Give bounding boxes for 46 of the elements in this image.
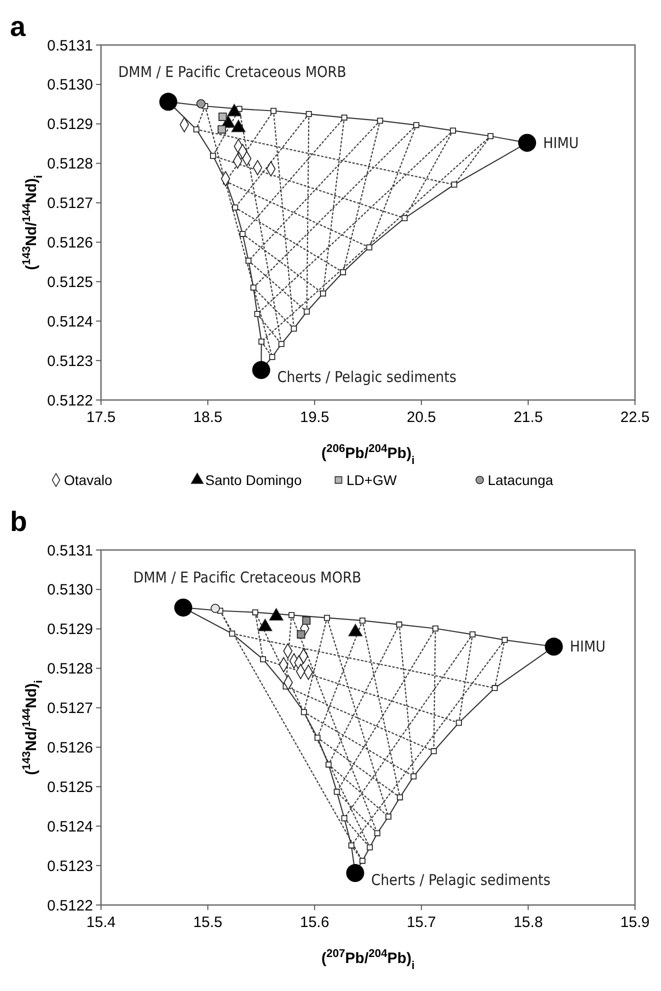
legend-label: Santo Domingo xyxy=(205,472,302,488)
x-tick-label: 17.5 xyxy=(86,409,116,426)
y-tick-label: 0.5127 xyxy=(47,195,93,212)
y-tick-label: 0.5124 xyxy=(47,313,93,330)
annotation: Cherts / Pelagic sediments xyxy=(371,871,550,890)
y-tick-label: 0.5130 xyxy=(47,582,93,599)
x-tick-label: 21.5 xyxy=(514,409,543,426)
annotation: HIMU xyxy=(570,638,606,656)
y-tick-label: 0.5131 xyxy=(47,542,93,560)
y-tick-label: 0.5123 xyxy=(47,352,93,370)
x-tick-label: 15.8 xyxy=(514,914,543,931)
legend-label: LD+GW xyxy=(346,472,398,488)
annotation: DMM / E Pacific Cretaceous MORB xyxy=(133,568,362,587)
x-tick-label: 22.5 xyxy=(620,409,650,426)
x-tick-label: 20.5 xyxy=(406,409,436,426)
chart-title: b xyxy=(10,506,28,537)
y-tick-label: 0.5122 xyxy=(47,897,93,914)
x-axis-title: ($^{207}$Pb/$^{204}$Pb)$_{i}$ xyxy=(321,948,415,972)
y-tick-label: 0.5128 xyxy=(47,660,93,678)
legend-label: Otavalo xyxy=(64,472,112,488)
x-tick-label: 15.6 xyxy=(300,914,330,931)
x-tick-label: 15.9 xyxy=(620,914,650,931)
y-tick-label: 0.5125 xyxy=(47,778,93,796)
x-tick-label: 19.5 xyxy=(300,409,330,426)
y-tick-label: 0.5128 xyxy=(47,156,93,173)
y-tick-label: 0.5131 xyxy=(47,37,93,54)
x-tick-label: 18.5 xyxy=(193,409,222,426)
annotation: HIMU xyxy=(543,134,579,152)
x-tick-label: 15.4 xyxy=(86,914,116,931)
x-tick-label: 15.5 xyxy=(193,914,222,931)
y-tick-label: 0.5126 xyxy=(47,739,93,756)
y-tick-label: 0.5123 xyxy=(47,858,93,875)
y-tick-label: 0.5127 xyxy=(47,700,93,718)
y-tick-label: 0.5125 xyxy=(47,274,93,291)
y-tick-label: 0.5129 xyxy=(47,621,93,638)
chart-title: a xyxy=(10,11,26,42)
x-axis-title: ($^{206}$Pb/$^{204}$Pb)$_{i}$ xyxy=(321,443,415,467)
y-tick-label: 0.5126 xyxy=(47,234,93,252)
y-tick-label: 0.5122 xyxy=(47,392,93,410)
legend-label: Latacunga xyxy=(488,472,554,488)
x-tick-label: 15.7 xyxy=(406,914,436,931)
annotation: Cherts / Pelagic sediments xyxy=(277,368,456,386)
y-tick-label: 0.5124 xyxy=(47,818,93,836)
y-tick-label: 0.5130 xyxy=(47,76,93,94)
annotation: DMM / E Pacific Cretaceous MORB xyxy=(118,62,346,81)
y-tick-label: 0.5129 xyxy=(47,116,93,134)
